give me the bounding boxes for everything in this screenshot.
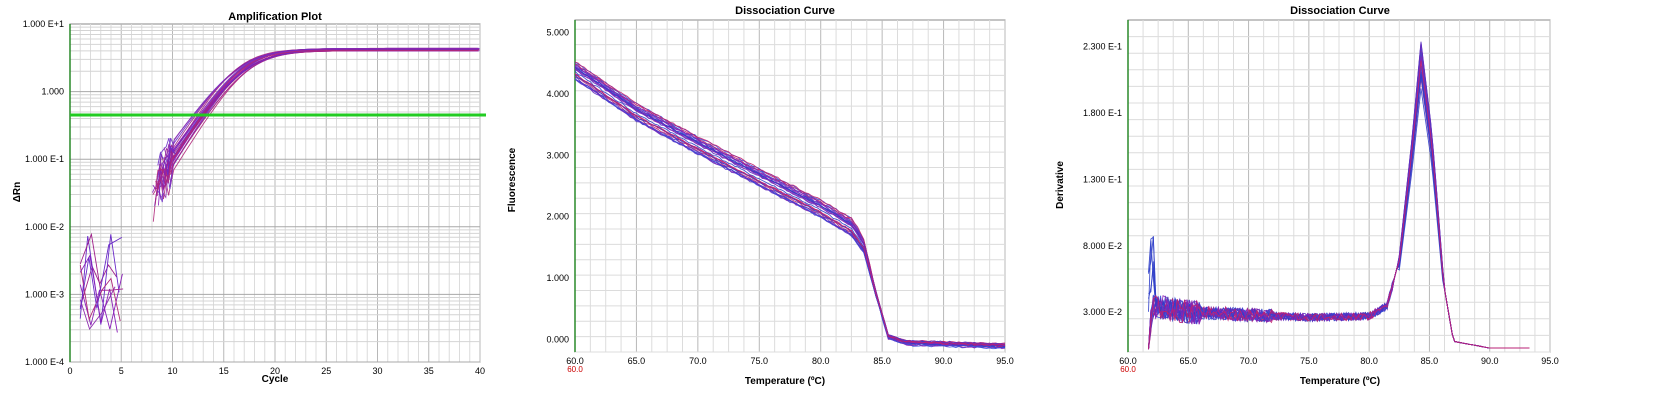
- x-tick-label: 90.0: [935, 356, 953, 366]
- dissociation-fluorescence-chart: Dissociation Curve Temperature (ºC) Fluo…: [507, 5, 1014, 387]
- amplification-plot-chart: Amplification Plot Cycle ΔRn 1.000 E+1 1.…: [12, 11, 486, 385]
- x-tick-label: 75.0: [751, 356, 769, 366]
- y-tick-label: 0.000: [546, 335, 569, 345]
- y-axis-label: Fluorescence: [507, 147, 518, 212]
- x-tick-label: 85.0: [1421, 356, 1439, 366]
- x-axis-label: Temperature (ºC): [745, 376, 825, 387]
- y-tick-label: 3.000: [546, 150, 569, 160]
- x-tick-label: 60.0: [1119, 356, 1137, 366]
- y-tick-label: 1.800 E-1: [1083, 108, 1122, 118]
- y-tick-label: 1.000 E+1: [23, 19, 64, 29]
- x-tick-label: 10: [167, 366, 177, 376]
- x-tick-label: 95.0: [1541, 356, 1559, 366]
- x-axis-label: Temperature (ºC): [1300, 376, 1380, 387]
- y-tick-label: 4.000: [546, 89, 569, 99]
- x-tick-label: 95.0: [996, 356, 1014, 366]
- chart-title: Amplification Plot: [228, 11, 322, 23]
- y-tick-label: 1.300 E-1: [1083, 174, 1122, 184]
- dissociation-derivative-chart: Dissociation Curve Temperature (ºC) Deri…: [1055, 5, 1559, 387]
- x-tick-label: 30: [372, 366, 382, 376]
- x-tick-label: 60.0: [566, 356, 584, 366]
- x-tick-label: 40: [475, 366, 485, 376]
- y-tick-label: 1.000: [41, 87, 64, 97]
- series-line-noise: [79, 264, 121, 322]
- chart-title: Dissociation Curve: [735, 5, 835, 17]
- x-tick-label: 90.0: [1481, 356, 1499, 366]
- x-tick-label: 80.0: [812, 356, 830, 366]
- x-tick-label: 70.0: [1240, 356, 1258, 366]
- chart-title: Dissociation Curve: [1290, 5, 1390, 17]
- x-start-marker-label: 60.0: [1120, 365, 1136, 374]
- x-start-marker-label: 60.0: [567, 365, 583, 374]
- series-line: [574, 67, 1006, 346]
- series-line-noise: [79, 286, 116, 331]
- series-line: [1148, 60, 1530, 350]
- y-axis-label: Derivative: [1055, 161, 1066, 209]
- y-tick-label: 1.000 E-3: [25, 289, 64, 299]
- x-axis-label: Cycle: [262, 374, 289, 385]
- y-tick-label: 1.000 E-1: [25, 154, 64, 164]
- x-tick-label: 20: [270, 366, 280, 376]
- y-tick-label: 1.000 E-2: [25, 222, 64, 232]
- series-line: [154, 50, 479, 205]
- y-tick-label: 1.000: [546, 273, 569, 283]
- series-line: [574, 76, 1006, 345]
- y-tick-label: 2.000: [546, 212, 569, 222]
- series-line-noise: [79, 254, 118, 333]
- series-line: [152, 49, 479, 195]
- x-tick-label: 15: [219, 366, 229, 376]
- series-line: [574, 67, 1006, 348]
- x-tick-label: 75.0: [1300, 356, 1318, 366]
- series-line-noise: [79, 237, 123, 310]
- x-tick-label: 85.0: [873, 356, 891, 366]
- dissociation-derivative-panel: Dissociation Curve Temperature (ºC) Deri…: [1050, 0, 1654, 413]
- series-line: [574, 65, 1006, 350]
- y-tick-label: 1.000 E-4: [25, 357, 64, 367]
- y-axis-label: ΔRn: [12, 182, 23, 203]
- x-tick-label: 70.0: [689, 356, 707, 366]
- x-tick-label: 0: [67, 366, 72, 376]
- y-tick-label: 8.000 E-2: [1083, 241, 1122, 251]
- amplification-plot-panel: Amplification Plot Cycle ΔRn 1.000 E+1 1.…: [0, 0, 500, 413]
- series-line: [574, 78, 1006, 349]
- x-tick-label: 35: [424, 366, 434, 376]
- x-tick-label: 80.0: [1360, 356, 1378, 366]
- y-tick-label: 3.000 E-2: [1083, 307, 1122, 317]
- x-tick-label: 25: [321, 366, 331, 376]
- y-tick-label: 2.300 E-1: [1083, 42, 1122, 52]
- x-tick-label: 65.0: [628, 356, 646, 366]
- x-tick-label: 5: [119, 366, 124, 376]
- series-line: [574, 73, 1006, 347]
- y-tick-label: 5.000: [546, 27, 569, 37]
- dissociation-fluorescence-panel: Dissociation Curve Temperature (ºC) Fluo…: [505, 0, 1025, 413]
- x-tick-label: 65.0: [1180, 356, 1198, 366]
- series-line-noise: [79, 273, 123, 330]
